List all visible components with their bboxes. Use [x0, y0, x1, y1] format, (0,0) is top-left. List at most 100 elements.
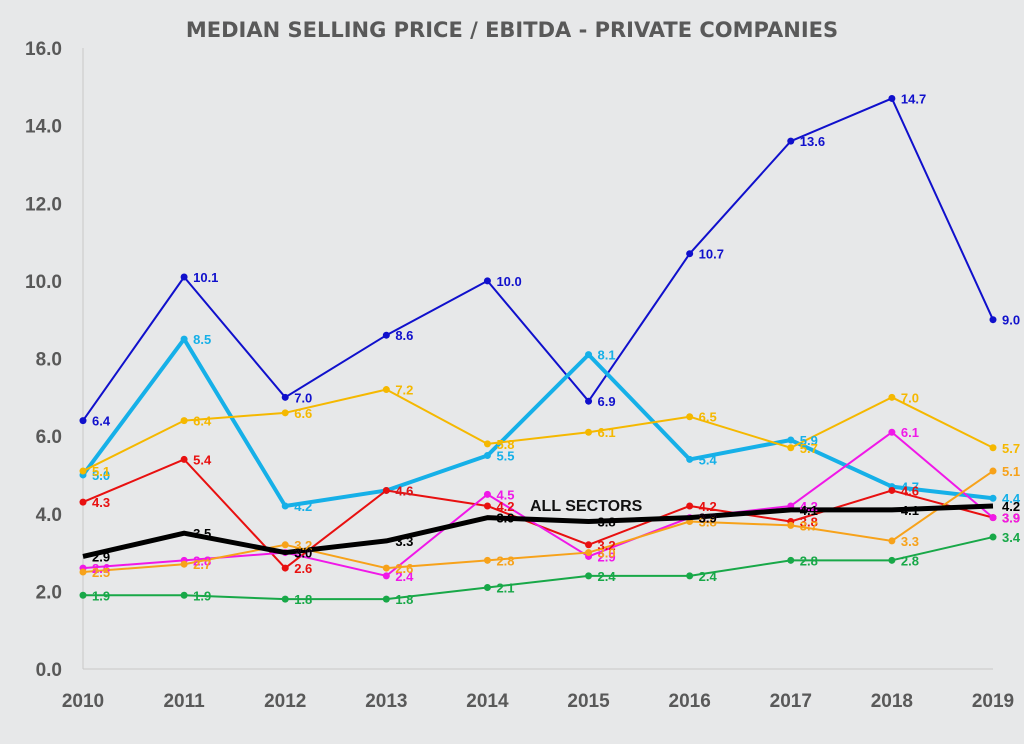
- x-tick-label: 2015: [567, 691, 610, 712]
- data-point: [483, 440, 491, 448]
- data-label: 4.2: [800, 499, 818, 514]
- data-label: 3.0: [294, 546, 312, 561]
- data-label: 4.2: [699, 499, 717, 514]
- data-label: 14.7: [901, 91, 926, 106]
- data-labels: 6.4 10.1 7.0 8.6 10.0 6.9 10.7 13.6 14.7 9.0 5.0 8.…: [92, 91, 1021, 607]
- x-tick-label: 2013: [365, 691, 407, 712]
- data-label: 3.9: [699, 511, 717, 526]
- data-label: 1.9: [193, 588, 211, 603]
- data-point: [989, 444, 997, 452]
- x-tick-label: 2018: [871, 691, 913, 712]
- data-point: [382, 331, 390, 339]
- y-tick-label: 16.0: [25, 39, 62, 60]
- y-tick-label: 0.0: [36, 660, 62, 681]
- data-point: [382, 386, 390, 394]
- data-point: [888, 537, 896, 545]
- data-label: 4.6: [901, 483, 919, 498]
- data-label: 2.9: [92, 549, 110, 564]
- all-sectors-annotation: ALL SECTORS: [530, 498, 643, 515]
- x-tick-label: 2012: [264, 691, 306, 712]
- data-point: [180, 560, 188, 568]
- data-label: 7.2: [395, 383, 413, 398]
- data-label: 2.8: [800, 553, 818, 568]
- data-point: [989, 514, 997, 522]
- data-label: 4.1: [901, 503, 919, 518]
- data-label: 3.0: [294, 546, 312, 561]
- data-point: [79, 591, 87, 599]
- data-label: 1.8: [294, 592, 312, 607]
- data-label: 2.5: [92, 565, 110, 580]
- data-point: [989, 533, 997, 541]
- data-label: 6.1: [901, 425, 919, 440]
- data-point: [483, 490, 491, 498]
- data-point: [382, 595, 390, 603]
- series-line: [81, 337, 994, 508]
- data-point: [686, 455, 694, 463]
- series-line: [83, 536, 994, 601]
- data-point: [686, 572, 694, 580]
- data-point: [483, 277, 491, 285]
- y-tick-label: 12.0: [25, 194, 62, 215]
- x-tick-label: 2011: [163, 691, 205, 712]
- data-label: 3.9: [1002, 511, 1020, 526]
- data-label: 3.8: [800, 515, 818, 530]
- data-label: 3.9: [496, 511, 514, 526]
- x-tick-label: 2019: [972, 691, 1014, 712]
- data-point: [989, 467, 997, 475]
- data-label: 3.7: [800, 518, 818, 533]
- data-label: 4.1: [800, 503, 818, 518]
- x-tick-label: 2014: [466, 691, 509, 712]
- data-point: [79, 568, 87, 576]
- data-point: [281, 595, 289, 603]
- data-point: [585, 397, 593, 405]
- data-point: [180, 591, 188, 599]
- data-point: [888, 428, 896, 436]
- series-line: [82, 431, 994, 577]
- data-label: 3.0: [598, 546, 616, 561]
- data-label: 3.9: [1002, 511, 1020, 526]
- y-tick-label: 8.0: [36, 350, 62, 371]
- y-tick-label: 4.0: [36, 505, 62, 526]
- data-point: [585, 541, 593, 549]
- data-label: 2.1: [496, 580, 514, 595]
- data-label: 2.8: [901, 553, 919, 568]
- data-point: [483, 502, 491, 510]
- data-label: 3.3: [901, 534, 919, 549]
- series-line: [82, 503, 994, 559]
- data-point: [585, 549, 593, 557]
- data-label: 7.0: [901, 390, 919, 405]
- y-tick-label: 6.0: [36, 427, 62, 448]
- data-label: 13.6: [800, 134, 825, 149]
- data-label: 3.2: [598, 538, 616, 553]
- data-point: [382, 572, 390, 580]
- data-label: 7.0: [294, 390, 312, 405]
- axes: 0.0 2.0 4.0 6.0 8.0 10.0 12.0 14.0 16.0 2010 2011 2…: [25, 39, 1014, 712]
- data-point: [989, 316, 997, 324]
- data-label: 4.2: [294, 499, 312, 514]
- data-label: 6.1: [598, 425, 616, 440]
- data-point: [79, 467, 87, 475]
- data-label: 4.2: [1002, 499, 1020, 514]
- x-tick-label: 2017: [770, 691, 812, 712]
- data-point: [888, 556, 896, 564]
- data-point: [281, 502, 289, 510]
- data-point: [686, 250, 694, 258]
- data-point: [787, 556, 795, 564]
- data-point: [281, 564, 289, 572]
- data-label: 3.9: [699, 511, 717, 526]
- data-label: 6.6: [294, 406, 312, 421]
- data-point: [180, 417, 188, 425]
- data-label: 1.8: [395, 592, 413, 607]
- data-label: 2.6: [92, 561, 110, 576]
- series-line: [82, 388, 994, 472]
- data-label: 1.9: [92, 588, 110, 603]
- data-label: 3.5: [193, 526, 211, 541]
- data-label: 5.1: [92, 464, 110, 479]
- data-label: 5.8: [496, 437, 514, 452]
- series-line: [82, 97, 994, 422]
- data-label: 2.4: [598, 569, 617, 584]
- data-point: [483, 583, 491, 591]
- data-label: 5.9: [800, 433, 818, 448]
- y-tick-label: 14.0: [25, 117, 62, 138]
